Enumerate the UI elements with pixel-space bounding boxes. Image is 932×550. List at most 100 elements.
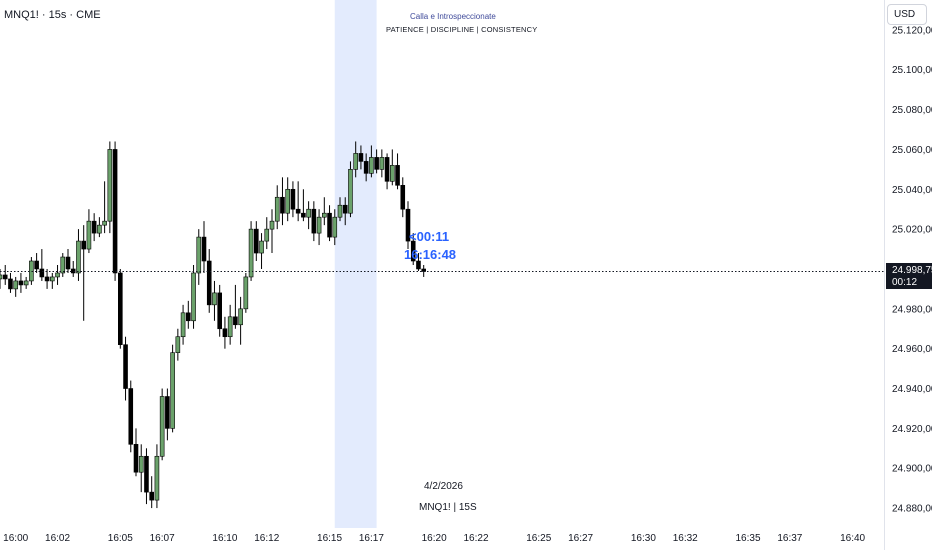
time-tick-label: 16:30	[631, 533, 656, 544]
price-tick-label: 24.880,00	[892, 504, 932, 515]
candle-body	[107, 149, 113, 222]
candle-body	[97, 224, 102, 234]
candle	[358, 145, 364, 170]
time-tick-label: 16:20	[422, 533, 447, 544]
candle-body	[159, 396, 165, 457]
candle-body	[374, 157, 379, 170]
time-tick-label: 16:05	[108, 533, 133, 544]
candle-body	[416, 260, 421, 270]
candle-body	[358, 153, 364, 162]
price-axis-ticks: 25.120,00 25.100,00 25.080,00 25.060,00 25.0…	[892, 25, 932, 514]
candle	[405, 201, 411, 250]
symbol-interval-label: MNQ1! | 15S	[419, 502, 477, 513]
candle-body	[186, 312, 191, 322]
candle	[269, 209, 275, 254]
candle-body	[353, 153, 358, 170]
candle-body	[316, 216, 322, 234]
candle-body	[384, 157, 390, 182]
candle	[170, 344, 175, 433]
candle	[128, 380, 134, 453]
candle-body	[212, 292, 217, 306]
candle	[159, 388, 165, 461]
candle-body	[332, 216, 338, 238]
candle-body	[369, 157, 374, 174]
candle-body	[133, 444, 139, 473]
candle-body	[259, 240, 264, 254]
candle-body	[0, 274, 3, 280]
candle	[384, 153, 390, 190]
candle-body	[44, 276, 50, 282]
candle	[395, 153, 400, 190]
candle-body	[322, 212, 327, 218]
candle	[238, 296, 243, 345]
candle-body	[238, 308, 243, 326]
candle-body	[405, 208, 411, 242]
candle-body	[306, 208, 311, 218]
candle	[97, 217, 102, 238]
candle-body	[342, 204, 348, 214]
candle	[196, 229, 202, 285]
candle	[348, 161, 353, 218]
candle-body	[149, 491, 154, 501]
candle	[191, 264, 196, 329]
candle	[290, 181, 296, 218]
candle-body	[76, 240, 81, 274]
candle	[50, 272, 55, 289]
clock-label: 16:16:48	[404, 247, 457, 262]
candle	[0, 268, 3, 289]
candle-body	[395, 165, 400, 186]
candle-body	[81, 240, 86, 250]
candle	[206, 249, 212, 313]
candle	[107, 141, 113, 234]
candle	[102, 181, 107, 234]
candle-body	[86, 220, 92, 250]
candle-body	[285, 188, 290, 214]
candle-body	[144, 455, 149, 493]
candle	[285, 177, 290, 222]
candle	[301, 189, 306, 222]
candle-body	[118, 272, 123, 345]
candle	[353, 141, 358, 178]
candle-body	[34, 260, 39, 270]
candle-body	[112, 149, 118, 274]
bar-countdown-value: 00:12	[892, 277, 918, 288]
symbol-title[interactable]: MNQ1! · 15s · CME	[4, 9, 101, 21]
time-tick-label: 16:15	[317, 533, 342, 544]
candle	[60, 253, 66, 277]
candle	[342, 197, 348, 226]
watermark-subtitle: PATIENCE | DISCIPLINE | CONSISTENCY	[386, 25, 538, 34]
candles	[0, 141, 426, 509]
candle	[233, 284, 238, 329]
time-tick-label: 16:40	[840, 533, 865, 544]
candle	[112, 141, 118, 281]
candle-body	[363, 161, 369, 174]
time-tick-label: 16:35	[735, 533, 760, 544]
time-tick-label: 16:02	[45, 533, 70, 544]
candle	[76, 229, 81, 281]
candle-body	[227, 316, 233, 338]
candle-body	[274, 196, 280, 222]
currency-button[interactable]: USD	[887, 4, 927, 25]
time-tick-label: 16:12	[254, 533, 279, 544]
time-tick-label: 16:37	[777, 533, 802, 544]
candle	[23, 276, 29, 289]
candle	[274, 185, 280, 230]
candle	[280, 177, 285, 226]
candle-body	[191, 272, 196, 322]
candle	[2, 264, 8, 285]
candle	[390, 149, 395, 186]
candle-body	[301, 212, 306, 218]
candle-body	[175, 336, 181, 353]
candle-body	[280, 196, 285, 214]
candle-body	[379, 157, 385, 170]
candle	[222, 316, 228, 349]
candle-body	[290, 188, 296, 210]
candle	[154, 444, 160, 509]
candle	[248, 221, 254, 281]
candle-body	[269, 220, 275, 230]
candle-body	[217, 292, 222, 330]
candle	[8, 272, 13, 293]
candle-body	[23, 280, 29, 286]
candle	[254, 221, 259, 262]
